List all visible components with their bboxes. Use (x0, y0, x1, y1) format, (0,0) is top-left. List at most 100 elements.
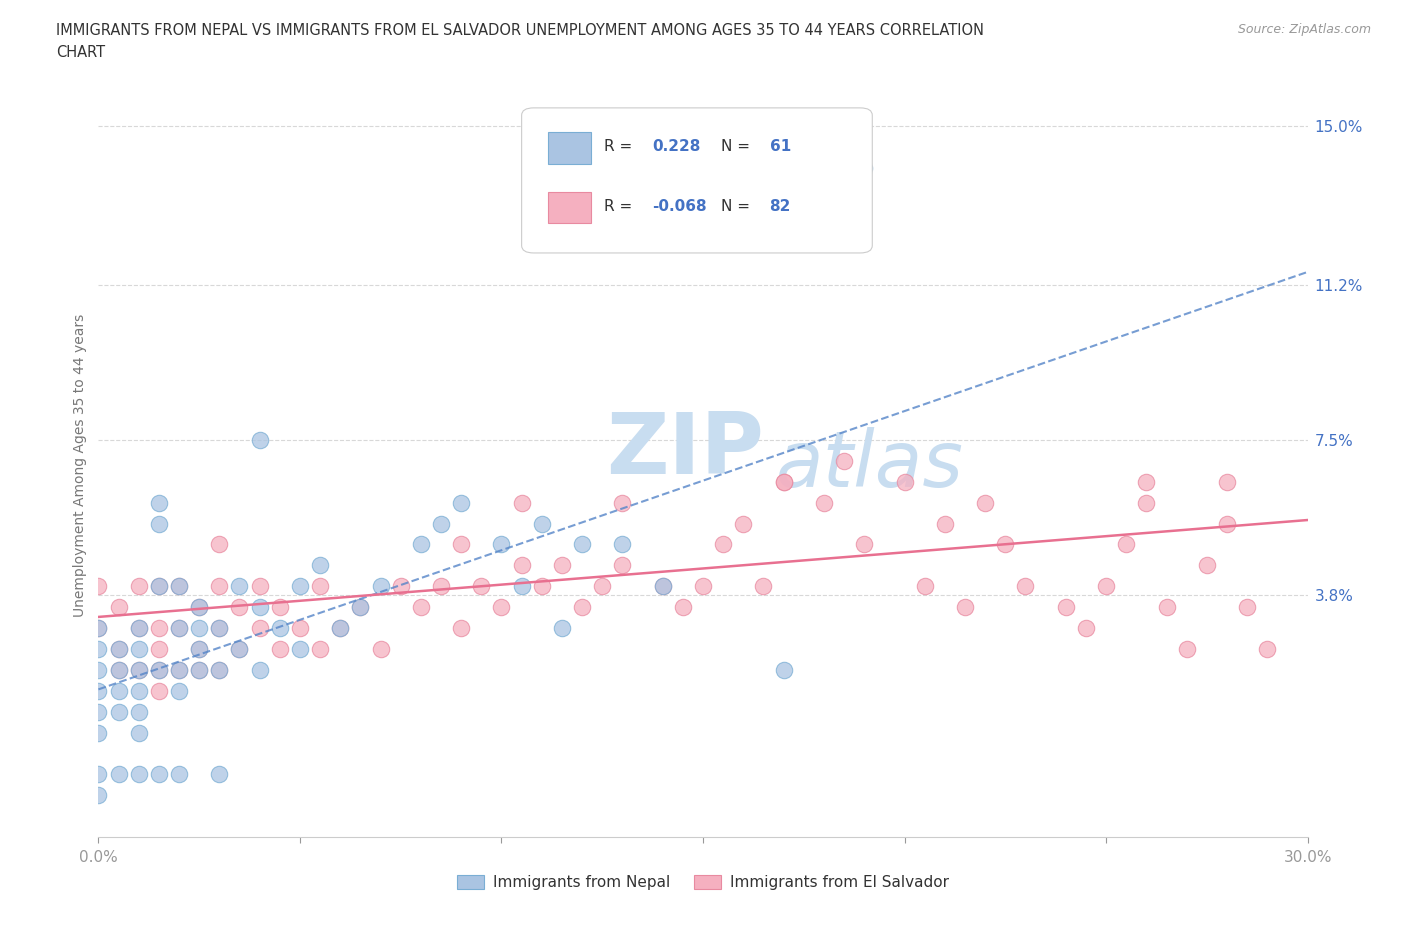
Point (974, 495, 997, 510)
Point (107, 642, 129, 657)
FancyBboxPatch shape (548, 132, 591, 164)
Point (733, 516, 755, 531)
Point (1195, 558, 1218, 573)
Point (208, 537, 231, 551)
Point (329, 620, 352, 635)
Point (711, 537, 734, 551)
Point (430, 578, 453, 593)
Point (208, 662, 231, 677)
Point (249, 600, 271, 615)
Point (349, 600, 371, 615)
Text: CHART: CHART (56, 45, 105, 60)
Text: Source: ZipAtlas.com: Source: ZipAtlas.com (1237, 23, 1371, 36)
Point (309, 642, 332, 657)
Point (1256, 642, 1278, 657)
Point (651, 578, 673, 593)
Point (1156, 600, 1178, 615)
Point (188, 642, 211, 657)
Point (370, 642, 392, 657)
Point (551, 620, 574, 635)
Point (148, 495, 170, 510)
Point (148, 578, 170, 593)
Point (893, 474, 915, 489)
Point (107, 684, 129, 698)
Point (651, 578, 673, 593)
Point (87, 578, 110, 593)
Point (269, 642, 291, 657)
FancyBboxPatch shape (522, 108, 872, 253)
Point (87, 620, 110, 635)
Point (208, 620, 231, 635)
Point (853, 161, 876, 176)
Point (1014, 578, 1036, 593)
Point (953, 600, 976, 615)
Point (208, 662, 231, 677)
Text: 82: 82 (769, 199, 792, 214)
Point (87, 684, 110, 698)
Point (167, 578, 190, 593)
Point (87, 620, 110, 635)
Point (167, 662, 190, 677)
Point (530, 516, 553, 531)
Point (208, 620, 231, 635)
Point (87, 662, 110, 677)
Point (752, 578, 775, 593)
Point (612, 558, 634, 573)
Point (107, 662, 129, 677)
Point (148, 767, 170, 782)
Point (128, 684, 150, 698)
Point (107, 704, 129, 719)
Point (329, 620, 352, 635)
Point (1054, 600, 1077, 615)
Point (167, 662, 190, 677)
Point (128, 662, 150, 677)
Point (148, 578, 170, 593)
FancyBboxPatch shape (548, 192, 591, 223)
Text: 0.228: 0.228 (652, 140, 700, 154)
Point (87, 788, 110, 803)
Point (1216, 516, 1239, 531)
Point (228, 578, 250, 593)
Point (510, 558, 533, 573)
Point (1135, 474, 1157, 489)
Point (128, 704, 150, 719)
Point (772, 474, 794, 489)
Point (309, 558, 332, 573)
Point (450, 537, 472, 551)
Point (692, 578, 714, 593)
Point (571, 600, 593, 615)
Point (612, 537, 634, 551)
Point (370, 578, 392, 593)
Point (128, 662, 150, 677)
Text: 61: 61 (769, 140, 790, 154)
Point (288, 642, 311, 657)
Point (148, 662, 170, 677)
Point (1135, 495, 1157, 510)
Point (1115, 537, 1137, 551)
Point (188, 662, 211, 677)
Point (128, 578, 150, 593)
Point (772, 662, 794, 677)
Point (772, 474, 794, 489)
Point (934, 516, 956, 531)
Point (148, 662, 170, 677)
Point (1095, 578, 1118, 593)
Point (107, 642, 129, 657)
Point (994, 537, 1017, 551)
Point (249, 578, 271, 593)
Point (208, 578, 231, 593)
Point (832, 454, 855, 469)
Point (389, 578, 412, 593)
Point (309, 578, 332, 593)
Point (1074, 620, 1097, 635)
Point (491, 600, 513, 615)
Point (188, 620, 211, 635)
Text: -0.068: -0.068 (652, 199, 707, 214)
Point (148, 684, 170, 698)
Point (409, 600, 432, 615)
Point (107, 662, 129, 677)
Text: IMMIGRANTS FROM NEPAL VS IMMIGRANTS FROM EL SALVADOR UNEMPLOYMENT AMONG AGES 35 : IMMIGRANTS FROM NEPAL VS IMMIGRANTS FROM… (56, 23, 984, 38)
Point (672, 600, 695, 615)
Point (128, 620, 150, 635)
Point (128, 725, 150, 740)
